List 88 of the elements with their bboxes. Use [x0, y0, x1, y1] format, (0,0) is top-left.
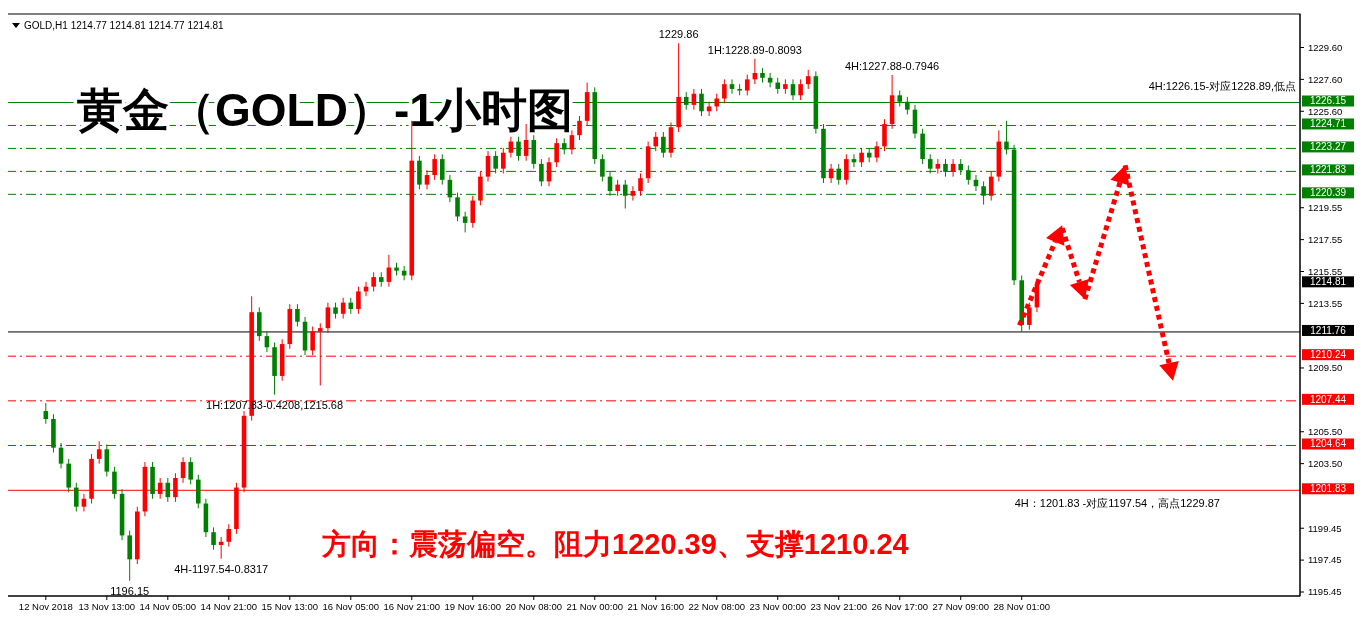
- y-tick-label: 1219.55: [1308, 202, 1343, 214]
- ref-line-label: 1201.83: [1309, 483, 1347, 495]
- candlestick: [706, 101, 712, 117]
- candlestick: [424, 169, 430, 190]
- candlestick: [577, 115, 582, 141]
- x-tick-label: 21 Nov 16:00: [627, 601, 685, 612]
- x-tick-label: 26 Nov 17:00: [871, 601, 928, 612]
- candlestick: [988, 171, 994, 202]
- y-tick-label: 1229.60: [1308, 41, 1343, 53]
- candlestick: [844, 153, 849, 186]
- candlestick: [653, 131, 659, 152]
- candlestick: [722, 78, 727, 104]
- x-tick-label: 12 Nov 2018: [18, 601, 73, 612]
- y-tick-label: 1197.45: [1308, 554, 1342, 566]
- candlestick: [295, 303, 300, 328]
- candlestick: [874, 141, 880, 163]
- y-tick-label: 1205.50: [1308, 426, 1343, 438]
- x-tick-label: 16 Nov 05:00: [322, 601, 380, 612]
- candlestick: [859, 147, 864, 168]
- candlestick: [188, 456, 193, 485]
- y-tick-label: 1217.55: [1308, 233, 1343, 245]
- x-tick-label: 23 Nov 00:00: [749, 601, 806, 612]
- candlestick: [554, 137, 559, 168]
- candlestick: [1027, 302, 1032, 331]
- candlestick: [66, 458, 71, 493]
- ref-line-label: 1221.83: [1309, 164, 1347, 176]
- x-tick-label: 14 Nov 05:00: [139, 601, 197, 612]
- y-tick-label: 1215.55: [1308, 265, 1343, 277]
- y-tick-label: 1209.50: [1308, 362, 1343, 374]
- x-tick-label: 28 Nov 01:00: [993, 601, 1050, 612]
- x-tick-label: 23 Nov 21:00: [810, 601, 867, 612]
- ref-line-label: 1210.24: [1309, 349, 1347, 361]
- candlestick: [767, 72, 773, 88]
- ref-line-label: 1207.44: [1309, 393, 1347, 405]
- candlestick: [630, 185, 636, 202]
- annotation: 1229.86: [658, 28, 699, 41]
- ref-line-label: 1220.39: [1309, 187, 1347, 199]
- ref-line-label: 1226.15: [1309, 95, 1347, 107]
- x-tick-label: 14 Nov 21:00: [200, 601, 258, 612]
- x-tick-label: 27 Nov 09:00: [932, 601, 989, 612]
- x-tick-label: 20 Nov 08:00: [505, 601, 563, 612]
- candlestick: [470, 195, 476, 229]
- candlestick: [356, 286, 361, 315]
- annotation: 4H：1201.83 -对应1197.54，高点1229.87: [1014, 497, 1220, 510]
- ref-line-label: 1224.71: [1309, 118, 1347, 130]
- y-tick-label: 1195.45: [1308, 586, 1342, 598]
- annotation: 4H-1197.54-0.8317: [174, 562, 269, 575]
- candlestick: [729, 78, 735, 95]
- candlestick: [112, 466, 117, 500]
- candlestick: [127, 530, 132, 582]
- y-tick-label: 1199.45: [1308, 522, 1342, 534]
- ref-line-label: 1211.76: [1310, 324, 1347, 336]
- candlestick: [638, 172, 643, 197]
- candlestick: [500, 147, 506, 174]
- x-tick-label: 19 Nov 16:00: [444, 601, 502, 612]
- x-tick-label: 16 Nov 21:00: [383, 601, 441, 612]
- text: 1214.81: [1309, 276, 1347, 288]
- candlestick: [371, 271, 376, 292]
- annotation: 4H:1227.88-0.7946: [845, 59, 940, 72]
- y-tick-label: 1213.55: [1308, 297, 1343, 309]
- y-tick-label: 1203.50: [1308, 457, 1343, 469]
- x-tick-label: 22 Nov 08:00: [688, 601, 745, 612]
- y-tick-label: 1225.60: [1308, 105, 1343, 117]
- x-tick-label: 21 Nov 00:00: [566, 601, 624, 612]
- candlestick: [432, 153, 437, 181]
- candlestick: [226, 523, 232, 548]
- candlestick: [211, 526, 216, 551]
- candlestick: [805, 69, 811, 90]
- y-tick-label: 1227.60: [1308, 73, 1343, 85]
- candlestick: [798, 78, 803, 101]
- annotation: 方向：震荡偏空。阻力1220.39、支撑1210.24: [321, 528, 909, 560]
- candlestick: [478, 171, 483, 206]
- candlestick: [744, 74, 750, 96]
- ref-line-label: 1223.27: [1309, 141, 1347, 153]
- candlestick: [74, 482, 79, 512]
- candlestick: [104, 444, 110, 477]
- candlestick: [569, 129, 575, 155]
- annotation: 1H:1228.89-0.8093: [707, 43, 802, 56]
- annotation: 4H:1226.15-对应1228.89,低点: [1148, 80, 1296, 93]
- annotation: 1196.15: [110, 584, 150, 597]
- candlestick: [539, 158, 544, 187]
- ref-line-label: 1204.64: [1309, 438, 1347, 450]
- x-tick-label: 13 Nov 13:00: [78, 601, 136, 612]
- candlestick: [257, 306, 262, 342]
- x-tick-label: 15 Nov 13:00: [261, 601, 319, 612]
- candlestick: [882, 118, 887, 152]
- candlestick: [196, 474, 201, 509]
- annotation: GOLD,H1 1214.77 1214.81 1214.77 1214.81: [24, 20, 225, 31]
